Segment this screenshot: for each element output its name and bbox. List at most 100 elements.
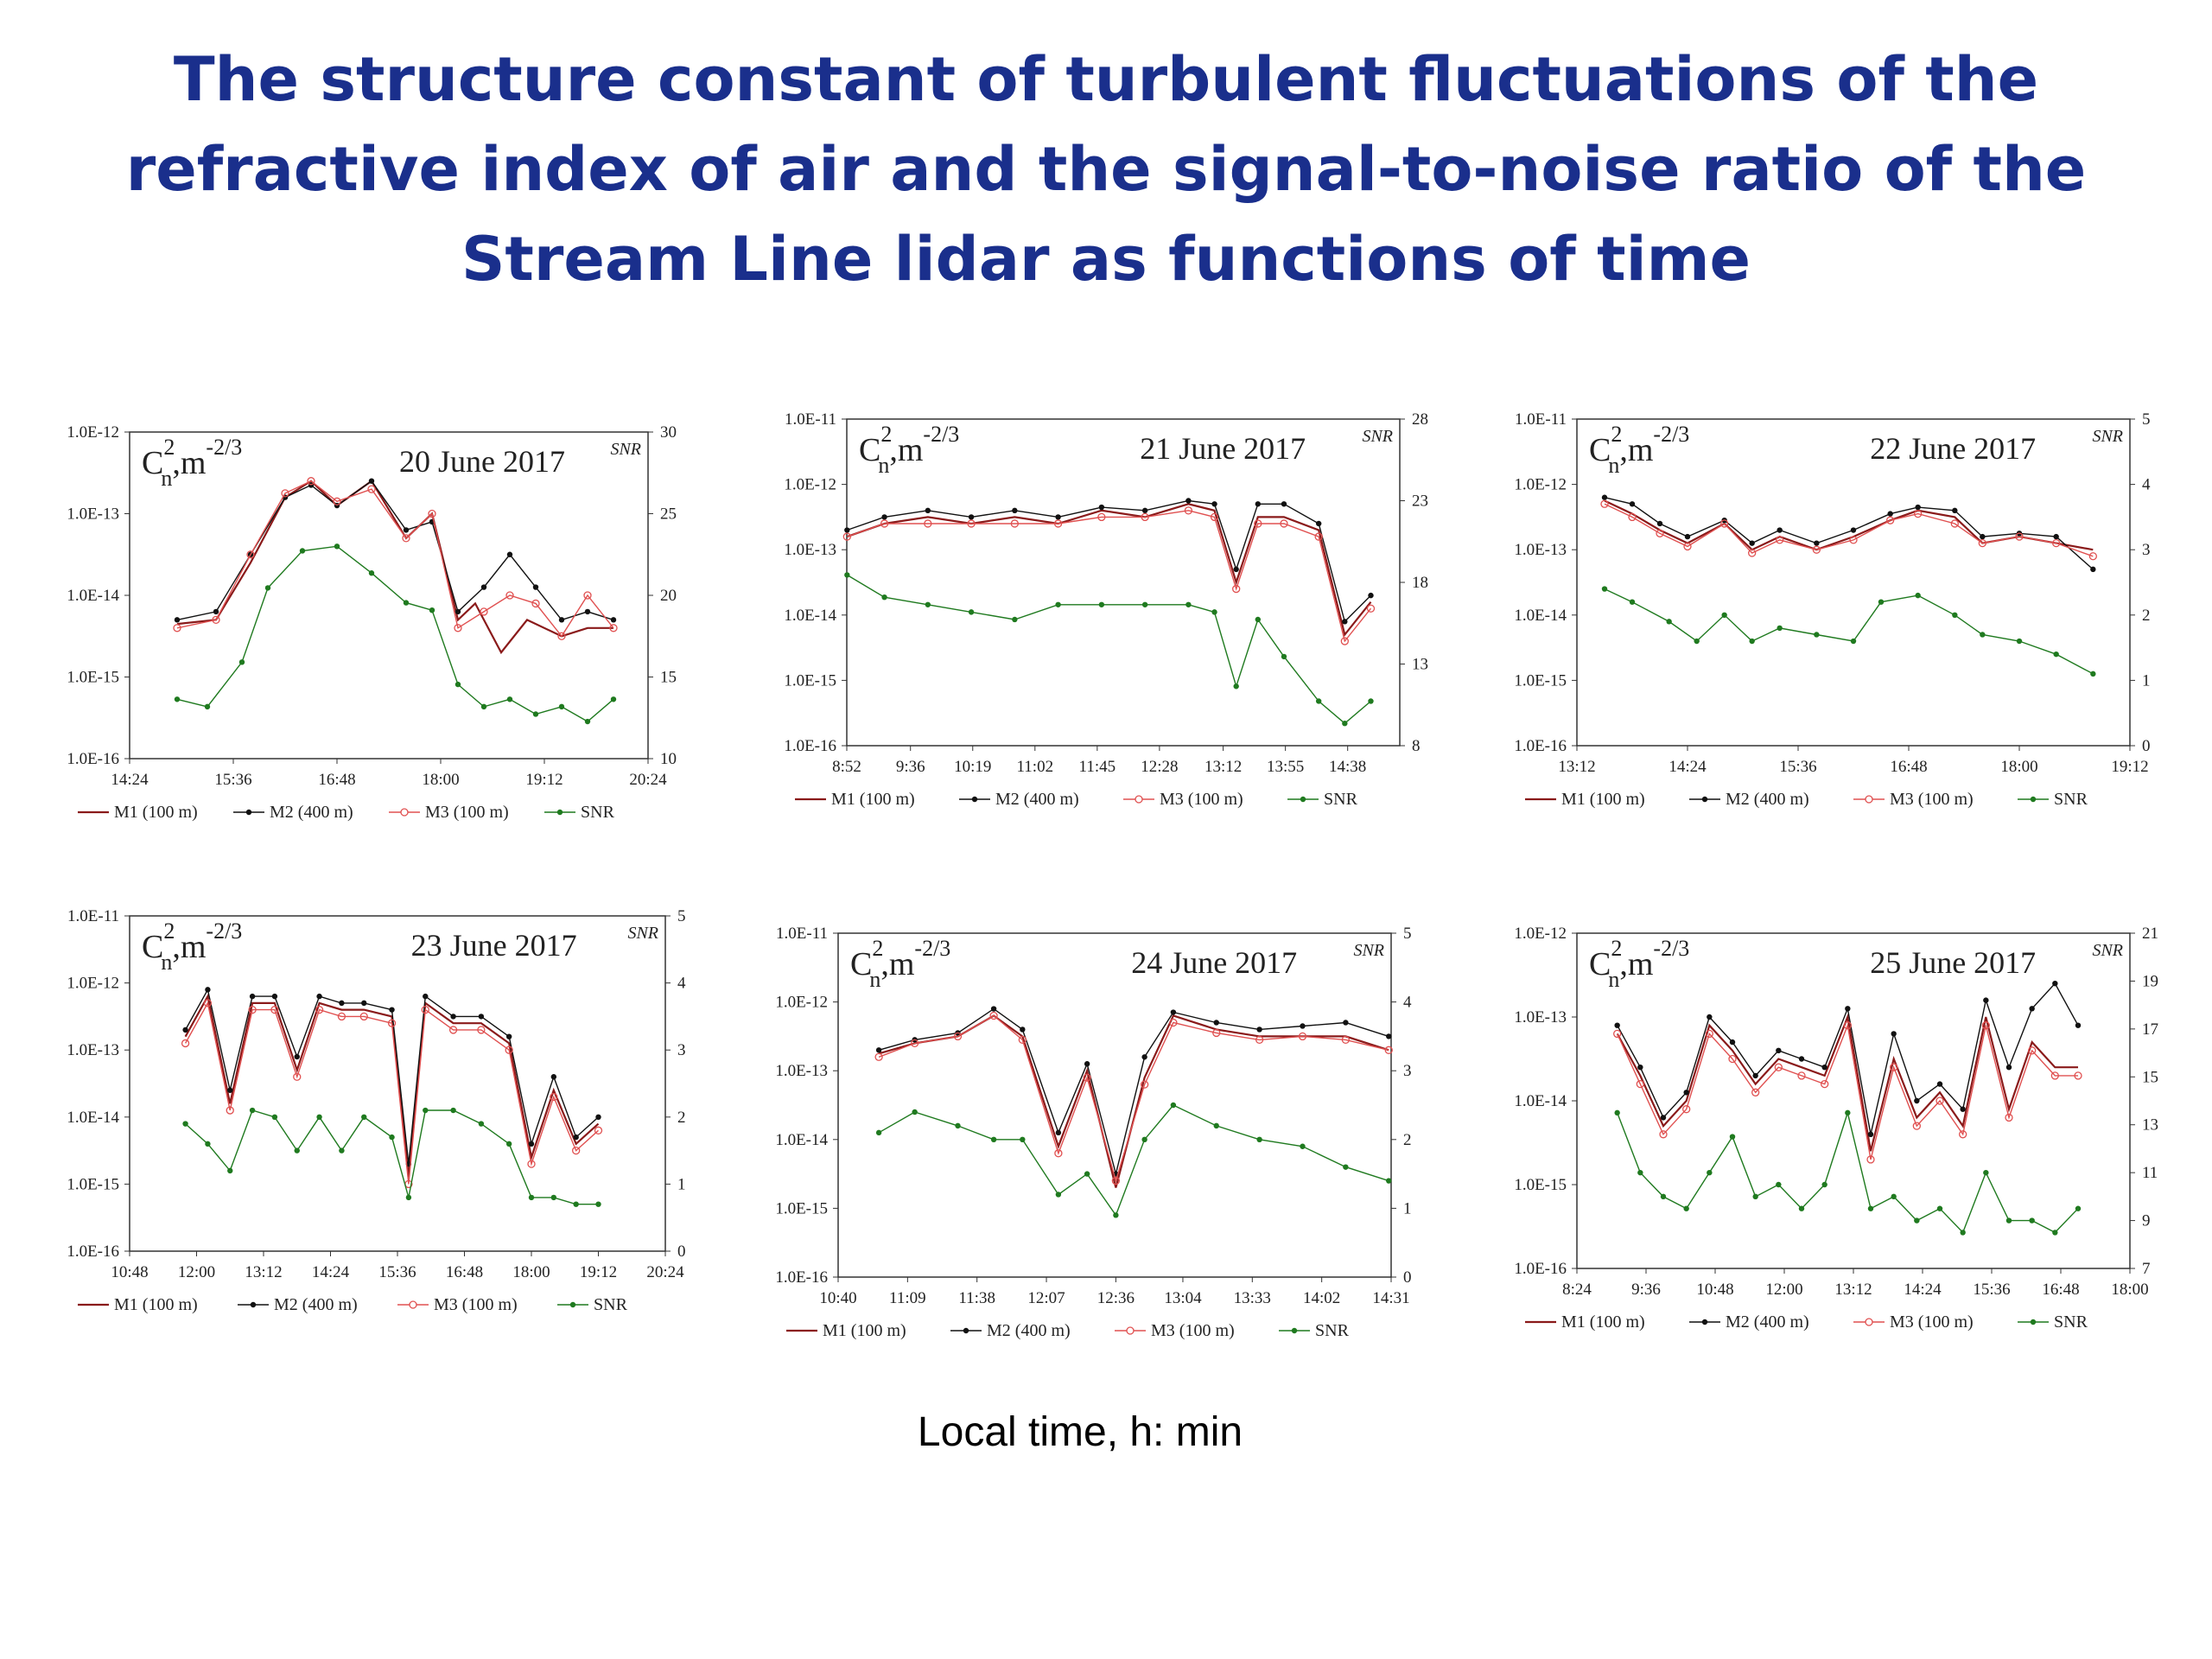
data-point-snr (573, 1201, 579, 1207)
data-point-m3 (293, 1072, 302, 1081)
legend-label: SNR (2054, 790, 2088, 809)
y-axis-label-unit: ,m (1619, 432, 1653, 468)
y-tick-label: 1.0E-11 (67, 907, 119, 925)
data-point-m3 (1978, 538, 1986, 548)
chart-date-title: 22 June 2017 (1870, 431, 2036, 466)
legend-label: M3 (100 m) (1890, 790, 1974, 809)
y-tick-label: 1.0E-11 (776, 925, 828, 943)
data-point-m3 (1950, 519, 1959, 528)
legend-label: M1 (100 m) (114, 803, 198, 822)
y-axis-label-sup: 2 (880, 422, 892, 447)
data-point-m3 (1659, 1130, 1668, 1139)
data-point-snr (550, 1194, 557, 1201)
plot-frame (129, 915, 666, 1252)
y-axis-label-main: C (850, 946, 872, 982)
data-point-snr (1798, 1205, 1805, 1211)
data-point-m3 (1914, 509, 1923, 518)
data-point-snr (1891, 1193, 1897, 1200)
data-point-m2 (584, 608, 591, 615)
y-tick-label: 1.0E-16 (784, 737, 836, 755)
y-tick-label: 1.0E-14 (67, 1109, 119, 1127)
data-point-snr (584, 718, 591, 725)
data-point-snr (405, 1194, 412, 1201)
data-point-m2 (1055, 1129, 1062, 1136)
data-point-m2 (528, 1141, 535, 1147)
data-point-m2 (1952, 507, 1958, 514)
data-point-m3 (1097, 512, 1106, 522)
data-point-m2 (1684, 533, 1691, 540)
data-point-m2 (1776, 1047, 1782, 1053)
y-axis-label-sup: 2 (163, 918, 175, 944)
data-point-m2 (1960, 1106, 1966, 1112)
x-tick-label: 13:12 (1205, 758, 1242, 776)
y2-tick-label: 5 (1403, 925, 1412, 943)
y-tick-label: 1.0E-15 (67, 669, 119, 687)
data-point-m3 (880, 519, 889, 528)
x-tick-label: 9:36 (896, 758, 925, 776)
data-point-snr (875, 1129, 882, 1136)
x-tick-label: 13:33 (1234, 1289, 1271, 1307)
y-tick-label: 1.0E-13 (775, 1062, 828, 1080)
y-axis-label-sub: n (161, 950, 172, 975)
data-point-m3 (387, 1019, 397, 1027)
series-line-snr (1617, 1110, 2079, 1234)
data-point-m2 (1729, 1039, 1736, 1046)
data-point-m2 (968, 514, 975, 520)
y-axis-label: C2 n,m-2/3 (1589, 422, 1689, 478)
chart-date-title: 24 June 2017 (1131, 945, 1297, 980)
data-point-m3 (307, 477, 315, 486)
data-point-snr (1721, 612, 1727, 618)
data-point-snr (1055, 1192, 1062, 1198)
data-point-snr (299, 548, 306, 554)
data-point-m2 (1867, 1131, 1874, 1137)
series-line-m3 (1604, 503, 2094, 557)
data-point-m2 (1850, 527, 1857, 533)
data-point-snr (925, 601, 931, 607)
y2-tick-label: 3 (1403, 1062, 1412, 1080)
x-tick-label: 9:36 (1631, 1281, 1661, 1299)
data-point-m3 (583, 591, 592, 600)
y2-tick-label: 20 (660, 587, 677, 605)
data-point-m2 (1170, 1009, 1177, 1015)
y2-tick-label: 1 (2142, 671, 2151, 690)
y2-axis-label: SNR (610, 440, 641, 459)
y2-tick-label: 7 (2142, 1260, 2151, 1278)
data-point-snr (2029, 1217, 2035, 1224)
data-point-snr (505, 1141, 512, 1147)
data-point-m2 (1256, 1027, 1262, 1033)
data-point-m3 (1776, 536, 1784, 544)
y-tick-label: 1.0E-16 (1514, 1260, 1567, 1278)
chart-25-june: 1.0E-121.0E-131.0E-141.0E-151.0E-1621191… (1514, 925, 2158, 1332)
data-point-m2 (1386, 1033, 1392, 1039)
data-point-m2 (1637, 1065, 1643, 1071)
y-axis-label: C2 n,m-2/3 (859, 422, 959, 478)
data-point-snr (881, 594, 887, 601)
x-tick-label: 11:45 (1079, 758, 1116, 776)
y2-tick-label: 10 (660, 750, 677, 768)
y2-tick-label: 4 (1403, 994, 1412, 1012)
data-point-snr (294, 1147, 300, 1154)
data-point-m2 (1629, 501, 1636, 507)
y-tick-label: 1.0E-16 (67, 750, 119, 768)
data-point-m2 (2005, 1065, 2012, 1071)
data-point-m2 (2090, 566, 2096, 573)
data-point-m3 (572, 1146, 581, 1155)
data-point-snr (532, 711, 539, 717)
y-axis-label-unit: ,m (880, 946, 914, 982)
chart-date-title: 23 June 2017 (411, 928, 577, 963)
data-point-m3 (594, 1126, 603, 1135)
data-point-m3 (989, 1011, 998, 1020)
y-tick-label: 1.0E-13 (67, 1041, 119, 1059)
legend-marker (1701, 1319, 1708, 1325)
data-point-m3 (1210, 512, 1219, 522)
data-point-m2 (610, 617, 617, 623)
plot-frame (1576, 932, 2131, 1269)
y2-axis-label: SNR (627, 924, 658, 943)
data-point-m2 (1601, 494, 1608, 500)
data-point-snr (506, 696, 513, 702)
x-tick-label: 13:12 (1834, 1281, 1872, 1299)
data-point-snr (1368, 698, 1374, 704)
y2-axis-label: SNR (1362, 427, 1393, 446)
data-point-snr (1683, 1205, 1689, 1211)
y-axis-label-unit-exp: -2/3 (1653, 422, 1689, 447)
